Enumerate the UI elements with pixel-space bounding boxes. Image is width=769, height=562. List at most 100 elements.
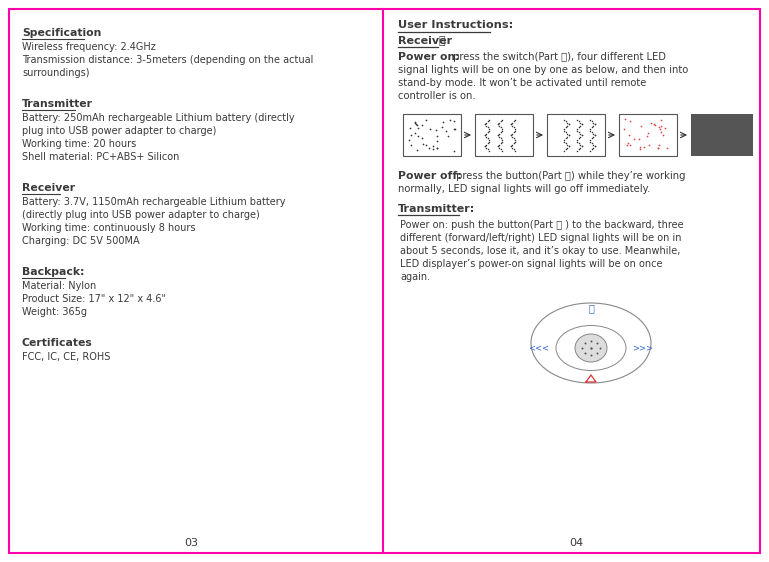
Text: <<<: <<< — [528, 343, 550, 352]
Text: controller is on.: controller is on. — [398, 91, 475, 101]
Point — [494, 123, 507, 132]
Point — [563, 120, 575, 129]
Point — [431, 144, 444, 153]
Text: Power on:: Power on: — [398, 52, 460, 62]
Point — [641, 132, 653, 140]
Text: Battery: 250mAh rechargeable Lithium battery (directly: Battery: 250mAh rechargeable Lithium bat… — [22, 113, 295, 123]
Point — [494, 138, 507, 147]
Point — [430, 126, 442, 135]
Point — [584, 135, 597, 144]
Point — [482, 116, 494, 125]
Text: LED displayer’s power-on signal lights will be on once: LED displayer’s power-on signal lights w… — [400, 259, 662, 269]
Ellipse shape — [575, 334, 607, 362]
Point — [654, 125, 667, 134]
Point — [482, 128, 494, 137]
Point — [558, 124, 571, 133]
Point — [573, 123, 585, 132]
Point — [573, 128, 585, 137]
Point — [641, 128, 654, 137]
Point — [586, 123, 598, 132]
Point — [448, 124, 461, 133]
Point — [647, 120, 660, 129]
Point — [506, 118, 518, 127]
Point — [571, 124, 584, 133]
Text: different (forward/left/right) LED signal lights will be on in: different (forward/left/right) LED signa… — [400, 233, 681, 243]
Point — [558, 115, 571, 124]
Point — [483, 115, 495, 124]
Point — [481, 129, 493, 138]
Point — [504, 120, 517, 129]
Point — [479, 120, 491, 129]
Point — [509, 124, 521, 133]
Point — [652, 143, 664, 152]
Text: Power on: push the button(Part Ⓧ ) to the backward, three: Power on: push the button(Part Ⓧ ) to th… — [400, 220, 684, 230]
Point — [508, 128, 520, 137]
Point — [589, 142, 601, 151]
Point — [573, 138, 585, 147]
Bar — [547, 114, 605, 156]
Point — [585, 337, 598, 346]
Point — [420, 140, 432, 149]
Point — [619, 115, 631, 124]
Point — [508, 123, 520, 132]
Point — [404, 124, 416, 133]
Text: >>>: >>> — [632, 343, 654, 352]
Point — [410, 119, 422, 128]
Point — [653, 140, 665, 149]
Point — [594, 343, 606, 352]
Point — [571, 115, 584, 124]
Point — [437, 117, 449, 126]
Point — [573, 144, 585, 153]
Text: surroundings): surroundings) — [22, 68, 89, 78]
Point — [448, 124, 460, 133]
Point — [661, 143, 673, 152]
Point — [506, 140, 518, 149]
Point — [424, 125, 436, 134]
Text: 🚲: 🚲 — [588, 303, 594, 313]
Point — [638, 142, 651, 151]
Point — [416, 134, 428, 143]
Point — [431, 132, 443, 141]
Point — [504, 120, 517, 129]
Point — [571, 135, 584, 144]
Text: Battery: 3.7V, 1150mAh rechargeable Lithium battery: Battery: 3.7V, 1150mAh rechargeable Lith… — [22, 197, 285, 207]
Point — [571, 126, 584, 135]
Text: normally, LED signal lights will go off immediately.: normally, LED signal lights will go off … — [398, 184, 651, 194]
Point — [576, 130, 588, 139]
Point — [561, 140, 574, 149]
Point — [563, 130, 575, 139]
Point — [574, 143, 587, 152]
Point — [588, 143, 600, 152]
Point — [482, 123, 494, 132]
Bar — [619, 114, 677, 156]
Point — [493, 121, 505, 130]
Point — [496, 124, 508, 133]
Point — [436, 123, 448, 132]
Point — [479, 142, 491, 151]
Point — [560, 116, 572, 125]
Text: Backpack:: Backpack: — [22, 267, 85, 277]
Text: again.: again. — [400, 272, 430, 282]
Point — [576, 120, 588, 129]
Text: Weight: 365g: Weight: 365g — [22, 307, 87, 317]
Point — [431, 144, 443, 153]
Point — [621, 139, 634, 148]
Point — [657, 131, 669, 140]
Point — [508, 138, 520, 147]
Point — [589, 142, 601, 151]
Point — [576, 343, 588, 352]
Point — [576, 142, 588, 151]
Point — [558, 126, 571, 135]
Text: FCC, IC, CE, ROHS: FCC, IC, CE, ROHS — [22, 352, 111, 362]
Point — [404, 130, 417, 139]
Point — [623, 131, 635, 140]
Point — [483, 137, 495, 146]
Text: Material: Nylon: Material: Nylon — [22, 281, 96, 291]
Point — [591, 348, 604, 357]
Text: Specification: Specification — [22, 28, 102, 38]
Point — [427, 144, 439, 153]
Bar — [403, 114, 461, 156]
Point — [481, 118, 493, 127]
Point — [496, 146, 508, 155]
Point — [584, 124, 597, 133]
